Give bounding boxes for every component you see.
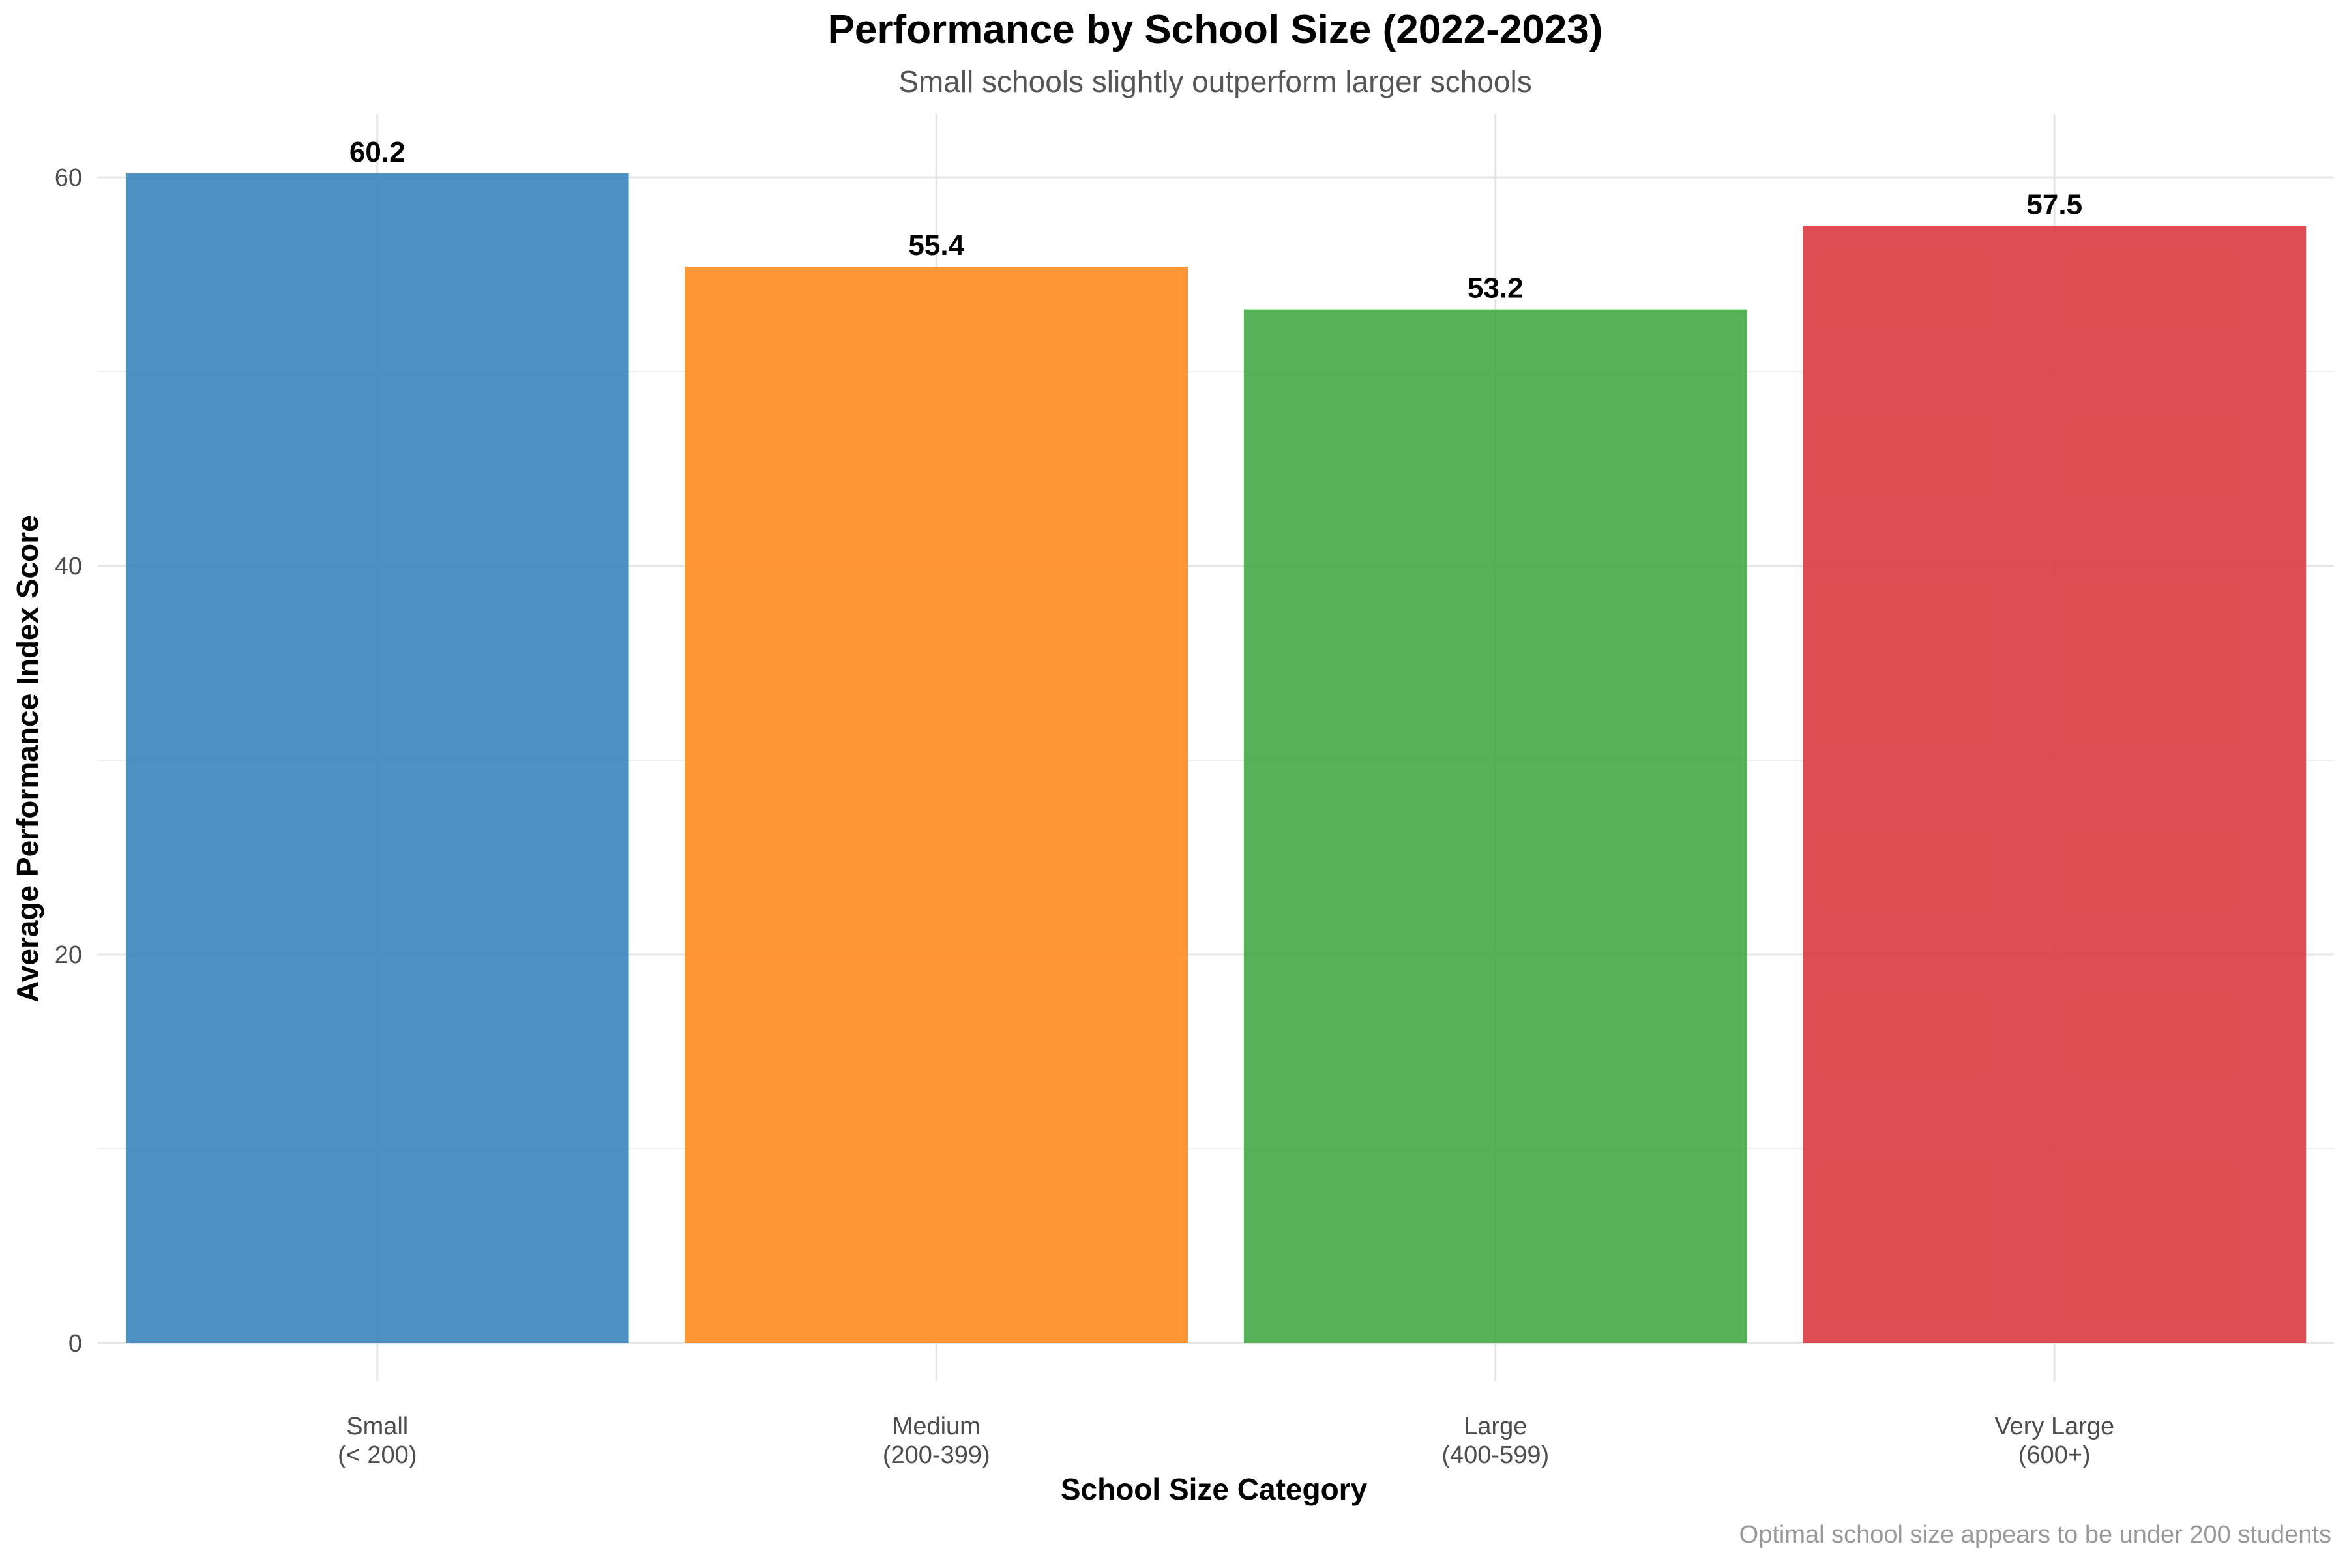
bar (685, 267, 1188, 1344)
y-tick-label: 40 (55, 553, 82, 580)
chart-subtitle: Small schools slightly outperform larger… (898, 65, 1532, 98)
x-tick-label: (400-599) (1441, 1442, 1549, 1469)
y-axis-title: Average Performance Index Score (10, 515, 44, 1002)
x-axis-title: School Size Category (1061, 1472, 1368, 1506)
x-tick-label: Small (346, 1413, 408, 1440)
data-label: 57.5 (2026, 189, 2082, 221)
x-tick-label: Very Large (1994, 1413, 2114, 1440)
chart-title: Performance by School Size (2022-2023) (828, 7, 1603, 52)
data-label: 53.2 (1468, 273, 1524, 304)
x-tick-label: (200-399) (883, 1442, 990, 1469)
x-tick-label: Large (1464, 1413, 1527, 1440)
y-tick-label: 0 (68, 1330, 82, 1357)
bar (1803, 226, 2307, 1343)
bars (125, 173, 2307, 1344)
bar (1243, 309, 1747, 1343)
x-tick-label: (600+) (2018, 1442, 2091, 1469)
data-labels: 60.2 55.4 53.2 57.5 (349, 136, 2082, 304)
bar (125, 173, 629, 1343)
data-label: 60.2 (349, 136, 406, 168)
y-tick-label: 20 (55, 941, 82, 969)
chart-caption: Optimal school size appears to be under … (1739, 1521, 2331, 1548)
data-label: 55.4 (908, 229, 964, 261)
x-tick-label: (< 200) (338, 1442, 417, 1469)
y-tick-label: 60 (55, 164, 82, 192)
x-tick-label: Medium (893, 1413, 981, 1440)
